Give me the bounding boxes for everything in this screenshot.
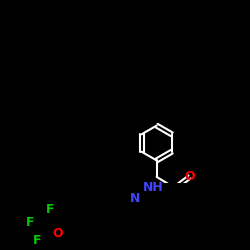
Text: O: O: [184, 170, 195, 183]
Text: F: F: [26, 216, 34, 229]
Text: NH: NH: [142, 182, 163, 194]
Text: O: O: [52, 227, 62, 240]
Text: F: F: [46, 203, 54, 216]
Text: N: N: [130, 192, 140, 204]
Text: F: F: [33, 234, 41, 247]
